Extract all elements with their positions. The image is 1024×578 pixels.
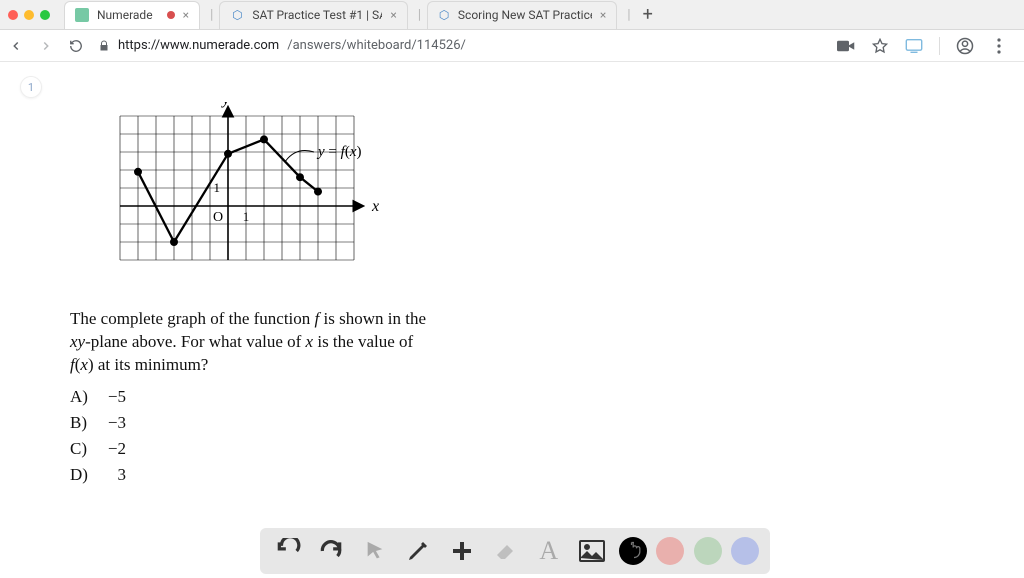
- separator: [939, 37, 940, 55]
- tab-sat-scoring[interactable]: ⬡ Scoring New SAT Practice Tes ×: [427, 1, 617, 29]
- minimize-window-dot[interactable]: [24, 10, 34, 20]
- url-host: https://www.numerade.com: [118, 38, 279, 53]
- tab-separator: |: [627, 7, 630, 23]
- question-text-part: is shown in the: [319, 309, 426, 328]
- option-value: 3: [98, 465, 126, 485]
- option-b[interactable]: B)−3: [70, 413, 630, 433]
- option-a[interactable]: A)−5: [70, 387, 630, 407]
- question-number: 1: [28, 81, 34, 94]
- tab-separator: |: [210, 7, 213, 23]
- whiteboard-toolbar: A: [260, 528, 770, 574]
- option-label: C): [70, 439, 98, 459]
- toolbar-right: [837, 37, 1016, 55]
- image-tool[interactable]: [575, 534, 609, 568]
- star-icon[interactable]: [871, 37, 889, 55]
- url-box[interactable]: https://www.numerade.com/answers/whitebo…: [98, 38, 823, 53]
- favicon-sat-icon: ⬡: [438, 8, 450, 22]
- answer-options: A)−5 B)−3 C)−2 D)3: [70, 387, 630, 485]
- color-swatch-black[interactable]: [619, 537, 647, 565]
- redo-button[interactable]: [314, 534, 348, 568]
- color-swatch-blue[interactable]: [731, 537, 759, 565]
- question-text-x: x: [306, 332, 314, 351]
- svg-text:x: x: [371, 198, 379, 215]
- zoom-window-dot[interactable]: [40, 10, 50, 20]
- favicon-sat-icon: ⬡: [230, 8, 244, 22]
- pointer-tool[interactable]: [358, 534, 392, 568]
- forward-button[interactable]: [38, 39, 54, 53]
- option-label: D): [70, 465, 98, 485]
- tab-numerade[interactable]: Numerade ×: [64, 1, 200, 29]
- option-value: −5: [98, 387, 126, 407]
- close-window-dot[interactable]: [8, 10, 18, 20]
- color-swatch-green[interactable]: [694, 537, 722, 565]
- address-bar: https://www.numerade.com/answers/whitebo…: [0, 30, 1024, 62]
- option-label: B): [70, 413, 98, 433]
- favicon-numerade: [75, 8, 89, 22]
- lock-icon: [98, 40, 110, 52]
- option-label: A): [70, 387, 98, 407]
- window-controls: [8, 10, 50, 20]
- kebab-menu-icon[interactable]: [990, 37, 1008, 55]
- back-button[interactable]: [8, 39, 24, 53]
- tab-strip: Numerade × | ⬡ SAT Practice Test #1 | SA…: [64, 1, 1016, 29]
- pencil-tool[interactable]: [401, 534, 435, 568]
- question-number-badge: 1: [20, 76, 42, 98]
- svg-text:1: 1: [243, 209, 250, 224]
- tab-title: SAT Practice Test #1 | SAT Sui: [252, 8, 382, 22]
- option-d[interactable]: D)3: [70, 465, 630, 485]
- problem-block: y x O 1 1 y = f(x) The complete graph of the …: [70, 102, 630, 485]
- color-swatch-red[interactable]: [656, 537, 684, 565]
- reload-button[interactable]: [68, 39, 84, 53]
- tab-title: Numerade: [97, 8, 153, 22]
- svg-text:y: y: [220, 102, 230, 108]
- option-value: −2: [98, 439, 126, 459]
- undo-button[interactable]: [271, 534, 305, 568]
- new-tab-button[interactable]: +: [637, 4, 659, 25]
- tab-close-icon[interactable]: ×: [183, 8, 189, 22]
- tab-close-icon[interactable]: ×: [390, 8, 396, 22]
- question-text-part: -plane above. For what value of: [85, 332, 305, 351]
- question-text-xy: xy: [70, 332, 85, 351]
- record-dot-icon: [167, 11, 175, 19]
- cast-icon[interactable]: [905, 37, 923, 55]
- video-icon[interactable]: [837, 37, 855, 55]
- tab-title: Scoring New SAT Practice Tes: [458, 8, 592, 22]
- eraser-tool[interactable]: [488, 534, 522, 568]
- svg-text:y = f(x): y = f(x): [316, 144, 361, 160]
- add-tool[interactable]: [445, 534, 479, 568]
- tab-separator: |: [418, 7, 421, 23]
- option-value: −3: [98, 413, 126, 433]
- option-c[interactable]: C)−2: [70, 439, 630, 459]
- question-text: The complete graph of the function f is …: [70, 308, 630, 377]
- question-text-part: ) at its minimum?: [88, 355, 208, 374]
- page-body: 1 y x O 1 1 y = f(x) The complete graph of th…: [0, 62, 1024, 485]
- profile-icon[interactable]: [956, 37, 974, 55]
- browser-titlebar: Numerade × | ⬡ SAT Practice Test #1 | SA…: [0, 0, 1024, 30]
- function-graph: y x O 1 1 y = f(x): [106, 102, 398, 286]
- svg-text:O: O: [213, 210, 223, 225]
- question-text-x: x: [80, 355, 88, 374]
- tab-sat-practice-1[interactable]: ⬡ SAT Practice Test #1 | SAT Sui ×: [219, 1, 407, 29]
- question-text-part: is the value of: [313, 332, 413, 351]
- tab-close-icon[interactable]: ×: [600, 8, 606, 22]
- text-tool[interactable]: A: [532, 534, 566, 568]
- question-text-part: The complete graph of the function: [70, 309, 315, 328]
- url-path: /answers/whiteboard/114526/: [287, 38, 466, 53]
- svg-text:1: 1: [214, 180, 221, 195]
- graph-container: y x O 1 1 y = f(x): [106, 102, 630, 290]
